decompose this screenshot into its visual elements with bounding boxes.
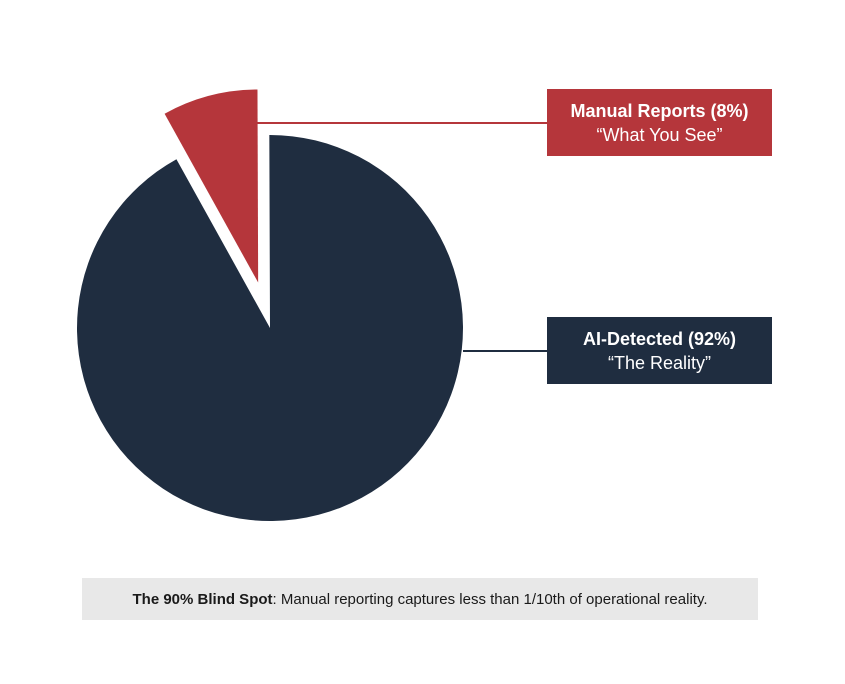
pie-slices — [76, 89, 463, 521]
callout-ai-detected: AI-Detected (92%) “The Reality” — [547, 317, 772, 384]
slice-manual-reports — [164, 89, 259, 283]
slice-ai-detected — [76, 135, 463, 521]
caption-bar: The 90% Blind Spot: Manual reporting cap… — [82, 578, 758, 620]
caption-bold: The 90% Blind Spot — [132, 590, 273, 608]
caption-text: : Manual reporting captures less than 1/… — [272, 590, 708, 608]
callout-manual-title: Manual Reports (8%) — [570, 100, 749, 121]
callout-manual-subtitle: “What You See” — [596, 124, 723, 145]
callout-ai-subtitle: “The Reality” — [607, 352, 712, 373]
callout-ai-title: AI-Detected (92%) — [582, 328, 737, 349]
callout-manual-reports: Manual Reports (8%) “What You See” — [547, 89, 772, 156]
leader-lines — [257, 122, 547, 352]
